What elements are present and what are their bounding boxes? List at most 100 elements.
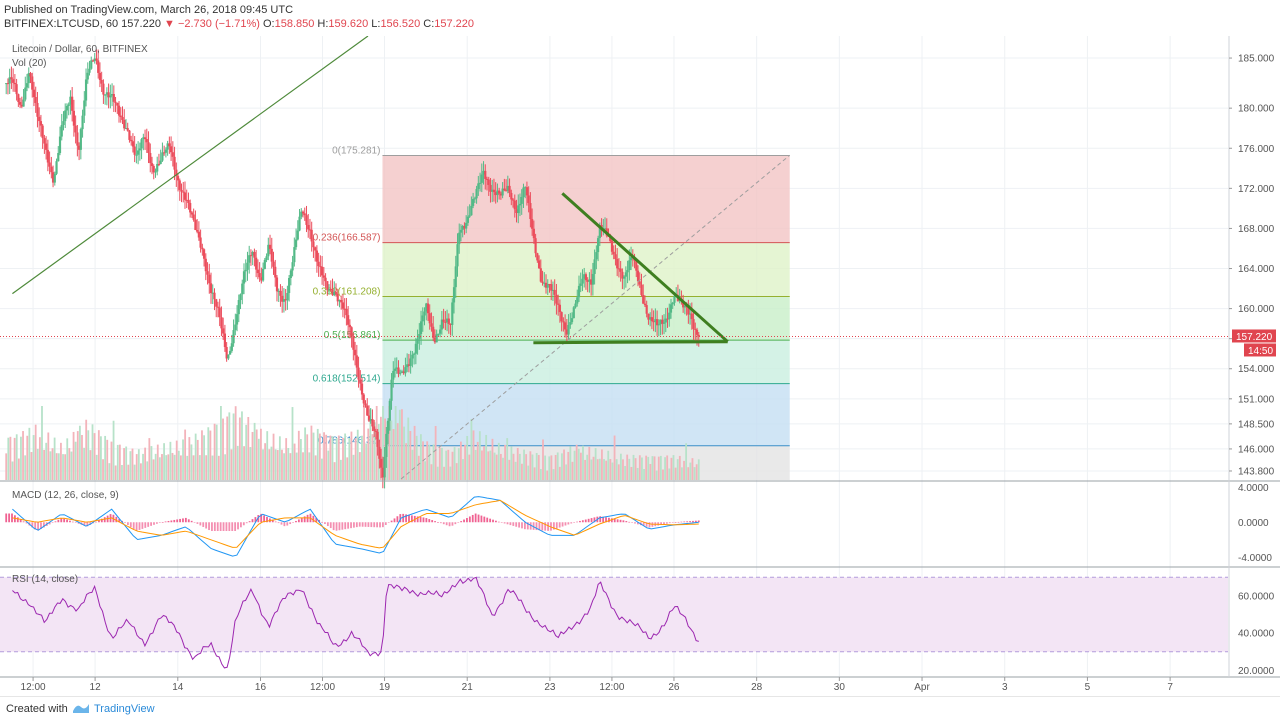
macd-histogram-bar bbox=[468, 516, 471, 523]
chart-canvas[interactable]: 0(175.281) 0.236(166.587) 0.382(161.208) 0.… bbox=[0, 36, 1280, 696]
candle-body bbox=[249, 255, 253, 257]
volume-bar bbox=[619, 453, 622, 480]
candle-body bbox=[173, 156, 176, 170]
price-axis-label: 151.000 bbox=[1238, 394, 1275, 405]
rsi-axis-label: 20.0000 bbox=[1238, 666, 1275, 677]
rising-channel-line bbox=[12, 36, 369, 295]
candle-body bbox=[425, 303, 428, 312]
high-label: H: bbox=[317, 18, 329, 30]
candle-body bbox=[572, 307, 575, 319]
candle-body bbox=[225, 346, 228, 359]
rsi-pane[interactable]: RSI (14, close) bbox=[0, 574, 1228, 669]
candle-body bbox=[411, 354, 414, 359]
volume-bar bbox=[89, 450, 92, 480]
volume-bar bbox=[274, 449, 277, 480]
volume-bar bbox=[135, 454, 138, 480]
volume-bar bbox=[41, 406, 43, 480]
macd-histogram-bar bbox=[599, 516, 602, 523]
price-axis[interactable]: 185.000 180.000 176.000 172.000 168.000 164.0… bbox=[1229, 54, 1275, 478]
volume-bar bbox=[573, 450, 576, 480]
candle-body bbox=[293, 247, 296, 263]
fibonacci-retracement[interactable]: 0(175.281) 0.236(166.587) 0.382(161.208) 0.… bbox=[313, 145, 790, 480]
price-axis-label: 146.000 bbox=[1238, 444, 1275, 455]
rsi-axis[interactable]: 60.0000 40.0000 20.0000 bbox=[1238, 591, 1275, 676]
candle-body bbox=[206, 271, 209, 275]
candle-body bbox=[93, 58, 96, 62]
volume-bar bbox=[594, 448, 597, 480]
tradingview-brand[interactable]: TradingView bbox=[94, 703, 155, 715]
candle-body bbox=[13, 82, 16, 85]
macd-histogram-bar bbox=[500, 522, 503, 523]
candle-body bbox=[419, 321, 423, 334]
price-pane[interactable]: 0(175.281) 0.236(166.587) 0.382(161.208) 0.… bbox=[0, 36, 1228, 489]
candle-body bbox=[97, 60, 100, 73]
volume-bar bbox=[57, 453, 60, 480]
volume-bar bbox=[659, 455, 662, 480]
volume-bar bbox=[304, 427, 307, 480]
candle-body bbox=[220, 317, 223, 329]
volume-bar bbox=[401, 409, 403, 480]
candle-body bbox=[319, 266, 322, 268]
volume-bar bbox=[36, 448, 39, 480]
candle-body bbox=[654, 319, 657, 323]
volume-bar bbox=[142, 453, 144, 480]
trendlines[interactable] bbox=[12, 36, 791, 480]
volume-bar bbox=[504, 444, 506, 480]
candle-body bbox=[636, 270, 640, 282]
tradingview-logo-icon[interactable] bbox=[72, 701, 90, 715]
candle-body bbox=[261, 268, 265, 281]
macd-histogram-bar bbox=[100, 518, 103, 523]
candle-body bbox=[413, 353, 416, 355]
candle-body bbox=[84, 79, 88, 101]
macd-pane[interactable]: MACD (12, 26, close, 9) bbox=[5, 490, 700, 557]
candle-body bbox=[81, 115, 84, 130]
candle-body bbox=[183, 192, 187, 200]
candle-body bbox=[163, 152, 166, 154]
volume-bar bbox=[346, 457, 349, 480]
candle-body bbox=[373, 426, 376, 431]
volume-bar bbox=[125, 446, 128, 480]
candle-body bbox=[682, 300, 685, 308]
volume-bar bbox=[289, 453, 292, 480]
candle-body bbox=[664, 318, 667, 323]
volume-bar bbox=[257, 438, 260, 480]
macd-histogram-bar bbox=[477, 514, 480, 523]
candle-body bbox=[428, 313, 431, 324]
pane-separators[interactable] bbox=[0, 36, 1280, 678]
candle-body bbox=[169, 146, 173, 153]
volume-bar bbox=[238, 417, 241, 480]
candle-body bbox=[360, 383, 364, 395]
candle-body bbox=[331, 289, 334, 296]
candle-body bbox=[50, 166, 53, 173]
macd-histogram-bar bbox=[364, 522, 367, 527]
macd-histogram-bar bbox=[231, 522, 234, 531]
candle-body bbox=[315, 250, 318, 262]
candle-body bbox=[284, 299, 287, 301]
macd-histogram-bar bbox=[176, 519, 179, 523]
macd-histogram-bar bbox=[608, 517, 610, 523]
candle-body bbox=[275, 277, 279, 292]
macd-histogram-bar bbox=[495, 520, 497, 523]
candle-body bbox=[100, 80, 103, 84]
macd-histogram-bar bbox=[170, 520, 173, 523]
macd-histogram-bar bbox=[144, 522, 147, 528]
candle-body bbox=[583, 274, 586, 279]
price-axis-label: 176.000 bbox=[1238, 144, 1275, 155]
horizontal-support bbox=[533, 340, 728, 345]
candle-body bbox=[201, 247, 204, 250]
macd-axis[interactable]: 4.0000 0.0000 -4.0000 bbox=[1238, 483, 1272, 564]
candle-body bbox=[404, 367, 407, 374]
macd-histogram-bar bbox=[300, 517, 303, 523]
volume-bar bbox=[45, 442, 48, 480]
time-axis[interactable]: 12:00 12 14 16 12:00 19 21 23 12:00 26 28 30 Apr 3 5 7 bbox=[21, 677, 1174, 693]
macd-histogram-bar bbox=[425, 518, 428, 523]
time-axis-label: 28 bbox=[751, 682, 763, 693]
last-price-tag-label: 157.220 bbox=[1236, 332, 1273, 343]
fib-level-label: 0.618(152.514) bbox=[313, 374, 381, 385]
candle-body bbox=[369, 419, 372, 421]
candle-body bbox=[576, 297, 579, 304]
candle-body bbox=[661, 319, 664, 324]
candle-body bbox=[570, 318, 574, 323]
volume-bar bbox=[76, 431, 79, 480]
volume-bar bbox=[693, 467, 696, 480]
